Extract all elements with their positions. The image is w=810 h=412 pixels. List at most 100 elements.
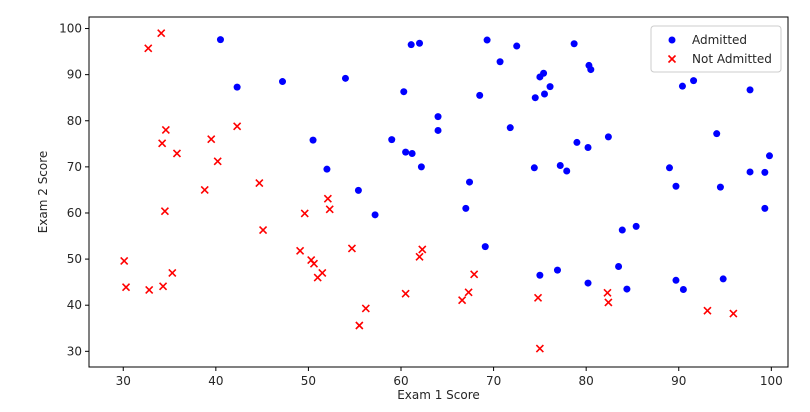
- plot-frame: [88, 16, 789, 368]
- not-admitted-point: [603, 288, 612, 297]
- admitted-point: [341, 74, 349, 82]
- admitted-point: [462, 204, 470, 212]
- not-admitted-point: [296, 246, 305, 255]
- admitted-point: [416, 39, 424, 47]
- admitted-point: [278, 78, 286, 86]
- x-tick-label: 50: [301, 374, 316, 388]
- not-admitted-point: [255, 178, 264, 188]
- not-admitted-point: [158, 139, 167, 148]
- admitted-point: [672, 276, 680, 284]
- y-tick-label: 60: [67, 206, 82, 220]
- not-admitted-point: [347, 244, 357, 253]
- y-axis-label: Exam 2 Score: [36, 151, 50, 234]
- admitted-point: [476, 91, 484, 99]
- not-admitted-point: [355, 321, 364, 330]
- admitted-point: [371, 211, 379, 219]
- legend-admitted-label: Admitted: [692, 33, 747, 47]
- x-tick-label: 90: [671, 374, 686, 388]
- admitted-point: [761, 204, 769, 212]
- admitted-point: [719, 275, 727, 283]
- not-admitted-point: [172, 149, 182, 158]
- not-admitted-point: [161, 125, 170, 135]
- not-admitted-point: [535, 344, 544, 353]
- admitted-point: [407, 41, 415, 49]
- series-not-admitted: [120, 29, 738, 353]
- not-admitted-point: [168, 268, 177, 277]
- admitted-point: [546, 83, 554, 91]
- y-tick-label: 100: [59, 22, 82, 36]
- series-admitted: [216, 36, 773, 294]
- not-admitted-point: [418, 245, 427, 254]
- not-admitted-point: [464, 288, 473, 297]
- x-tick-label: 100: [760, 374, 783, 388]
- admitted-point: [584, 279, 592, 287]
- not-admitted-point: [318, 268, 327, 277]
- admitted-point: [513, 42, 521, 50]
- not-admitted-point: [309, 259, 319, 268]
- x-tick-label: 60: [393, 374, 408, 388]
- admitted-point: [417, 163, 425, 171]
- admitted-point: [496, 58, 504, 66]
- not-admitted-point: [533, 293, 543, 302]
- not-admitted-point: [144, 44, 153, 53]
- admitted-point: [541, 90, 549, 98]
- x-tick-label: 40: [208, 374, 223, 388]
- not-admitted-point: [213, 157, 222, 166]
- not-admitted-point: [604, 298, 613, 307]
- admitted-point: [563, 167, 571, 175]
- admitted-point: [323, 165, 331, 173]
- legend-not-admitted-label: Not Admitted: [692, 52, 772, 66]
- legend: Admitted Not Admitted: [650, 25, 782, 73]
- y-tick-label: 80: [67, 114, 82, 128]
- admitted-point: [483, 36, 491, 44]
- legend-not-admitted-marker: [667, 54, 677, 64]
- not-admitted-point: [233, 122, 242, 131]
- admitted-point: [400, 88, 408, 96]
- admitted-point: [716, 183, 724, 191]
- admitted-point: [481, 243, 489, 251]
- admitted-point: [573, 138, 581, 146]
- y-tick-label: 30: [67, 344, 82, 358]
- admitted-point: [618, 226, 626, 234]
- admitted-point: [466, 178, 474, 186]
- not-admitted-point: [703, 306, 712, 315]
- admitted-point: [570, 40, 578, 48]
- not-admitted-point: [361, 304, 370, 313]
- admitted-point: [672, 182, 680, 190]
- x-axis-label: Exam 1 Score: [397, 388, 480, 402]
- not-admitted-point: [300, 209, 309, 218]
- admitted-point: [556, 161, 564, 169]
- admitted-point: [531, 94, 539, 102]
- not-admitted-point: [470, 270, 479, 279]
- admitted-point: [408, 149, 416, 157]
- not-admitted-point: [120, 256, 129, 266]
- y-tick-label: 90: [67, 68, 82, 82]
- not-admitted-point: [258, 225, 268, 235]
- legend-admitted-marker: [668, 36, 676, 44]
- not-admitted-point: [729, 309, 738, 318]
- admitted-point: [536, 271, 544, 279]
- admitted-point: [506, 124, 514, 132]
- not-admitted-point: [323, 194, 332, 203]
- admitted-point: [665, 164, 673, 172]
- admitted-point: [765, 152, 773, 160]
- admitted-point: [713, 130, 721, 138]
- not-admitted-point: [325, 205, 334, 214]
- admitted-point: [402, 148, 410, 156]
- admitted-point: [587, 66, 595, 74]
- ticks-layer: 30 40 50 60 70 80 90 100 30 40 50 60 70 80 90 100: [59, 22, 783, 388]
- admitted-point: [233, 83, 241, 91]
- admitted-point: [354, 186, 362, 194]
- not-admitted-point: [159, 282, 168, 291]
- admitted-point: [690, 77, 698, 85]
- admitted-point: [540, 69, 548, 77]
- not-admitted-point: [401, 289, 410, 298]
- not-admitted-point: [160, 207, 169, 216]
- not-admitted-point: [458, 296, 467, 305]
- admitted-point: [553, 266, 561, 274]
- not-admitted-point: [145, 285, 154, 295]
- admitted-point: [761, 168, 769, 176]
- admitted-point: [746, 168, 754, 176]
- x-tick-label: 70: [486, 374, 501, 388]
